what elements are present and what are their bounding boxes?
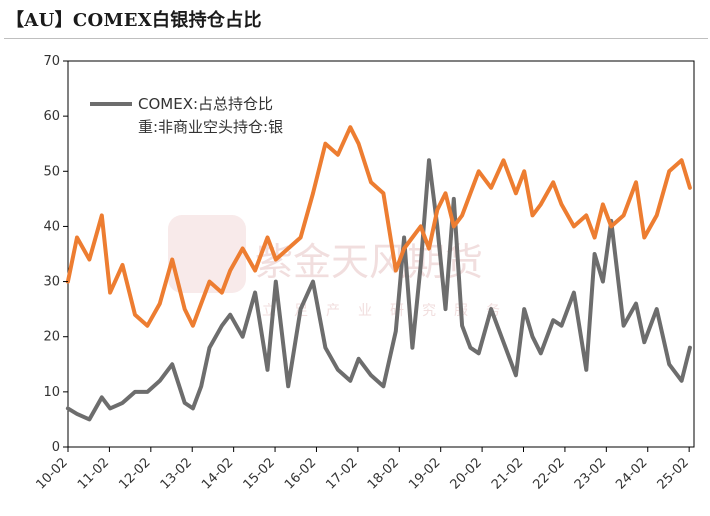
watermark: 紫金天风期货 立足产业研究服务 xyxy=(168,215,518,319)
y-tick-label: 30 xyxy=(43,275,60,290)
y-tick-label: 40 xyxy=(43,219,60,234)
watermark-motto: 立足产业研究服务 xyxy=(262,303,518,319)
x-tick-label: 14-02 xyxy=(199,455,236,492)
y-tick-label: 70 xyxy=(43,54,60,69)
x-tick-label: 11-02 xyxy=(75,455,112,492)
x-tick-label: 16-02 xyxy=(282,455,319,492)
x-tick-label: 10-02 xyxy=(34,455,71,492)
plot-frame xyxy=(67,60,695,448)
y-tick-label: 50 xyxy=(43,164,60,179)
x-tick-label: 15-02 xyxy=(241,455,278,492)
x-tick-label: 25-02 xyxy=(655,455,692,492)
x-tick-label: 19-02 xyxy=(406,455,443,492)
y-tick-label: 0 xyxy=(52,440,60,455)
legend-label-series-1: COMEX:占总持仓比 xyxy=(138,95,273,113)
page-title: 【AU】COMEX白银持仓占比 xyxy=(6,10,262,31)
x-tick-label: 20-02 xyxy=(448,455,485,492)
x-tick-label: 18-02 xyxy=(365,455,402,492)
watermark-logo-text: 紫金天风期货 xyxy=(255,240,483,284)
title-divider xyxy=(4,38,708,39)
x-tick-label: 17-02 xyxy=(323,455,360,492)
x-tick-label: 21-02 xyxy=(489,455,526,492)
watermark-logo-box xyxy=(168,215,246,293)
legend-label-series-2: 重:非商业空头持仓:银 xyxy=(138,118,283,136)
plot-area xyxy=(67,60,695,448)
x-tick-label: 23-02 xyxy=(572,455,609,492)
x-tick-label: 12-02 xyxy=(116,455,153,492)
series-layer xyxy=(65,125,692,422)
legend: COMEX:占总持仓比 重:非商业空头持仓:银 xyxy=(90,95,283,136)
y-tick-label: 60 xyxy=(43,109,60,124)
y-tick-label: 10 xyxy=(43,385,60,400)
series-line-1 xyxy=(65,158,692,422)
x-tick-label: 24-02 xyxy=(613,455,650,492)
x-tick-label: 13-02 xyxy=(158,455,195,492)
series-line-2 xyxy=(65,125,692,328)
x-tick-label: 22-02 xyxy=(530,455,567,492)
y-tick-label: 20 xyxy=(43,330,60,345)
